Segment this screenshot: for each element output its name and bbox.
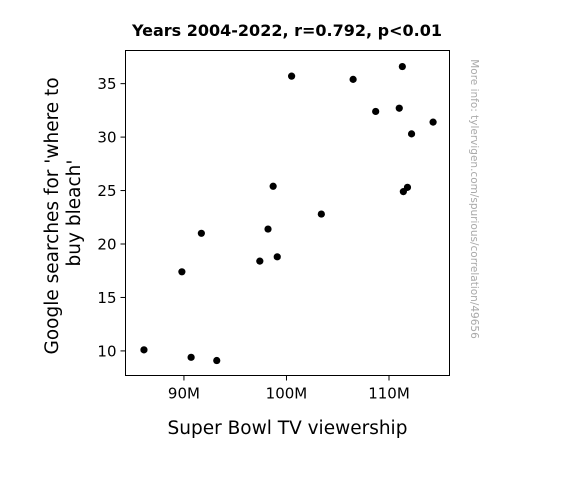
plot-frame bbox=[125, 50, 450, 376]
data-point bbox=[429, 118, 437, 126]
data-point bbox=[178, 268, 186, 276]
y-axis-label-line-1: Google searches for 'where to bbox=[42, 77, 63, 354]
y-axis-label-line-2: buy bleach' bbox=[64, 160, 85, 267]
data-point bbox=[256, 257, 264, 265]
data-point bbox=[407, 130, 416, 138]
y-tick-label: 30 bbox=[97, 129, 116, 147]
plot-area bbox=[125, 50, 450, 376]
data-point bbox=[398, 62, 406, 71]
y-tick-label: 20 bbox=[97, 236, 116, 254]
data-point bbox=[317, 210, 325, 218]
data-point bbox=[213, 356, 221, 365]
x-axis: 90M 100M 110M bbox=[168, 375, 410, 403]
x-axis-label: Super Bowl TV viewership bbox=[168, 418, 408, 439]
data-point bbox=[264, 225, 272, 233]
data-point bbox=[372, 107, 380, 116]
x-tick-label: 90M bbox=[168, 385, 200, 403]
data-point bbox=[269, 182, 277, 190]
data-points bbox=[140, 62, 437, 365]
x-tick-label: 110M bbox=[368, 385, 410, 403]
y-tick-label: 15 bbox=[97, 289, 116, 307]
data-point bbox=[140, 346, 148, 354]
data-point bbox=[187, 353, 195, 361]
y-tick-label: 35 bbox=[97, 75, 116, 93]
y-axis: 10 15 20 25 30 35 bbox=[97, 75, 126, 360]
source-watermark: More info: tylervigen.com/spurious/corre… bbox=[468, 59, 480, 339]
data-point bbox=[349, 75, 357, 83]
data-point bbox=[288, 72, 296, 80]
chart-title: Years 2004-2022, r=0.792, p<0.01 bbox=[131, 21, 442, 40]
y-tick-label: 25 bbox=[97, 182, 116, 200]
data-point bbox=[395, 104, 403, 112]
y-axis-label: Google searches for 'where to buy bleach… bbox=[42, 71, 85, 354]
data-point bbox=[197, 229, 205, 237]
y-tick-label: 10 bbox=[97, 342, 116, 360]
x-tick-label: 100M bbox=[266, 385, 308, 403]
data-point bbox=[403, 183, 412, 191]
data-point bbox=[273, 253, 281, 261]
